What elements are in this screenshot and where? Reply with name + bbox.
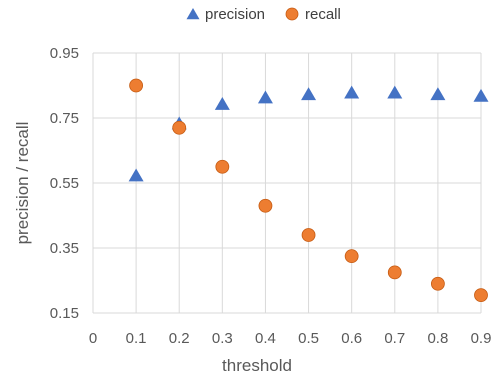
- y-axis-title: precision / recall: [13, 122, 32, 245]
- x-tick-label: 0.6: [341, 330, 362, 347]
- y-tick-labels: 0.15 0.35 0.55 0.75 0.95: [50, 45, 79, 322]
- precision-point: [344, 85, 360, 99]
- x-tick-label: 0.3: [212, 330, 233, 347]
- recall-point: [387, 265, 402, 280]
- x-tick-labels: 0 0.1 0.2 0.3 0.4 0.5 0.6 0.7 0.8 0.9: [89, 330, 492, 347]
- x-tick-label: 0.2: [169, 330, 190, 347]
- x-tick-label: 0: [89, 330, 97, 347]
- precision-point: [473, 88, 489, 102]
- y-gridlines: [93, 52, 481, 314]
- y-tick-label: 0.75: [50, 110, 79, 127]
- precision-point: [430, 87, 446, 101]
- recall-point: [301, 228, 316, 242]
- recall-point: [172, 120, 187, 135]
- recall-point: [129, 78, 144, 93]
- data-points: [128, 78, 489, 303]
- recall-point: [474, 288, 488, 303]
- legend: precision recall: [186, 6, 341, 23]
- y-tick-label: 0.35: [50, 240, 79, 257]
- recall-point: [258, 198, 273, 213]
- triangle-marker-icon: [186, 8, 200, 20]
- x-axis-title: threshold: [222, 356, 292, 375]
- legend-item-precision: precision: [186, 6, 265, 23]
- legend-item-recall: recall: [285, 6, 341, 23]
- precision-point: [387, 85, 403, 99]
- recall-point: [430, 276, 445, 291]
- precision-point: [301, 87, 317, 101]
- y-tick-label: 0.95: [50, 45, 79, 62]
- precision-point: [257, 90, 273, 104]
- x-tick-label: 0.5: [298, 330, 319, 347]
- circle-marker-icon: [285, 7, 299, 21]
- x-tick-label: 0.7: [384, 330, 405, 347]
- x-tick-label: 0.9: [471, 330, 492, 347]
- legend-label: precision: [205, 6, 265, 23]
- recall-point: [215, 159, 230, 174]
- x-tick-label: 0.4: [255, 330, 276, 347]
- x-tick-label: 0.8: [427, 330, 448, 347]
- recall-series: [129, 78, 488, 303]
- precision-point: [214, 96, 230, 110]
- precision-point: [128, 168, 144, 182]
- recall-point: [344, 249, 359, 264]
- y-tick-label: 0.55: [50, 175, 79, 192]
- x-tick-label: 0.1: [126, 330, 147, 347]
- legend-label: recall: [305, 6, 341, 23]
- y-tick-label: 0.15: [50, 305, 79, 322]
